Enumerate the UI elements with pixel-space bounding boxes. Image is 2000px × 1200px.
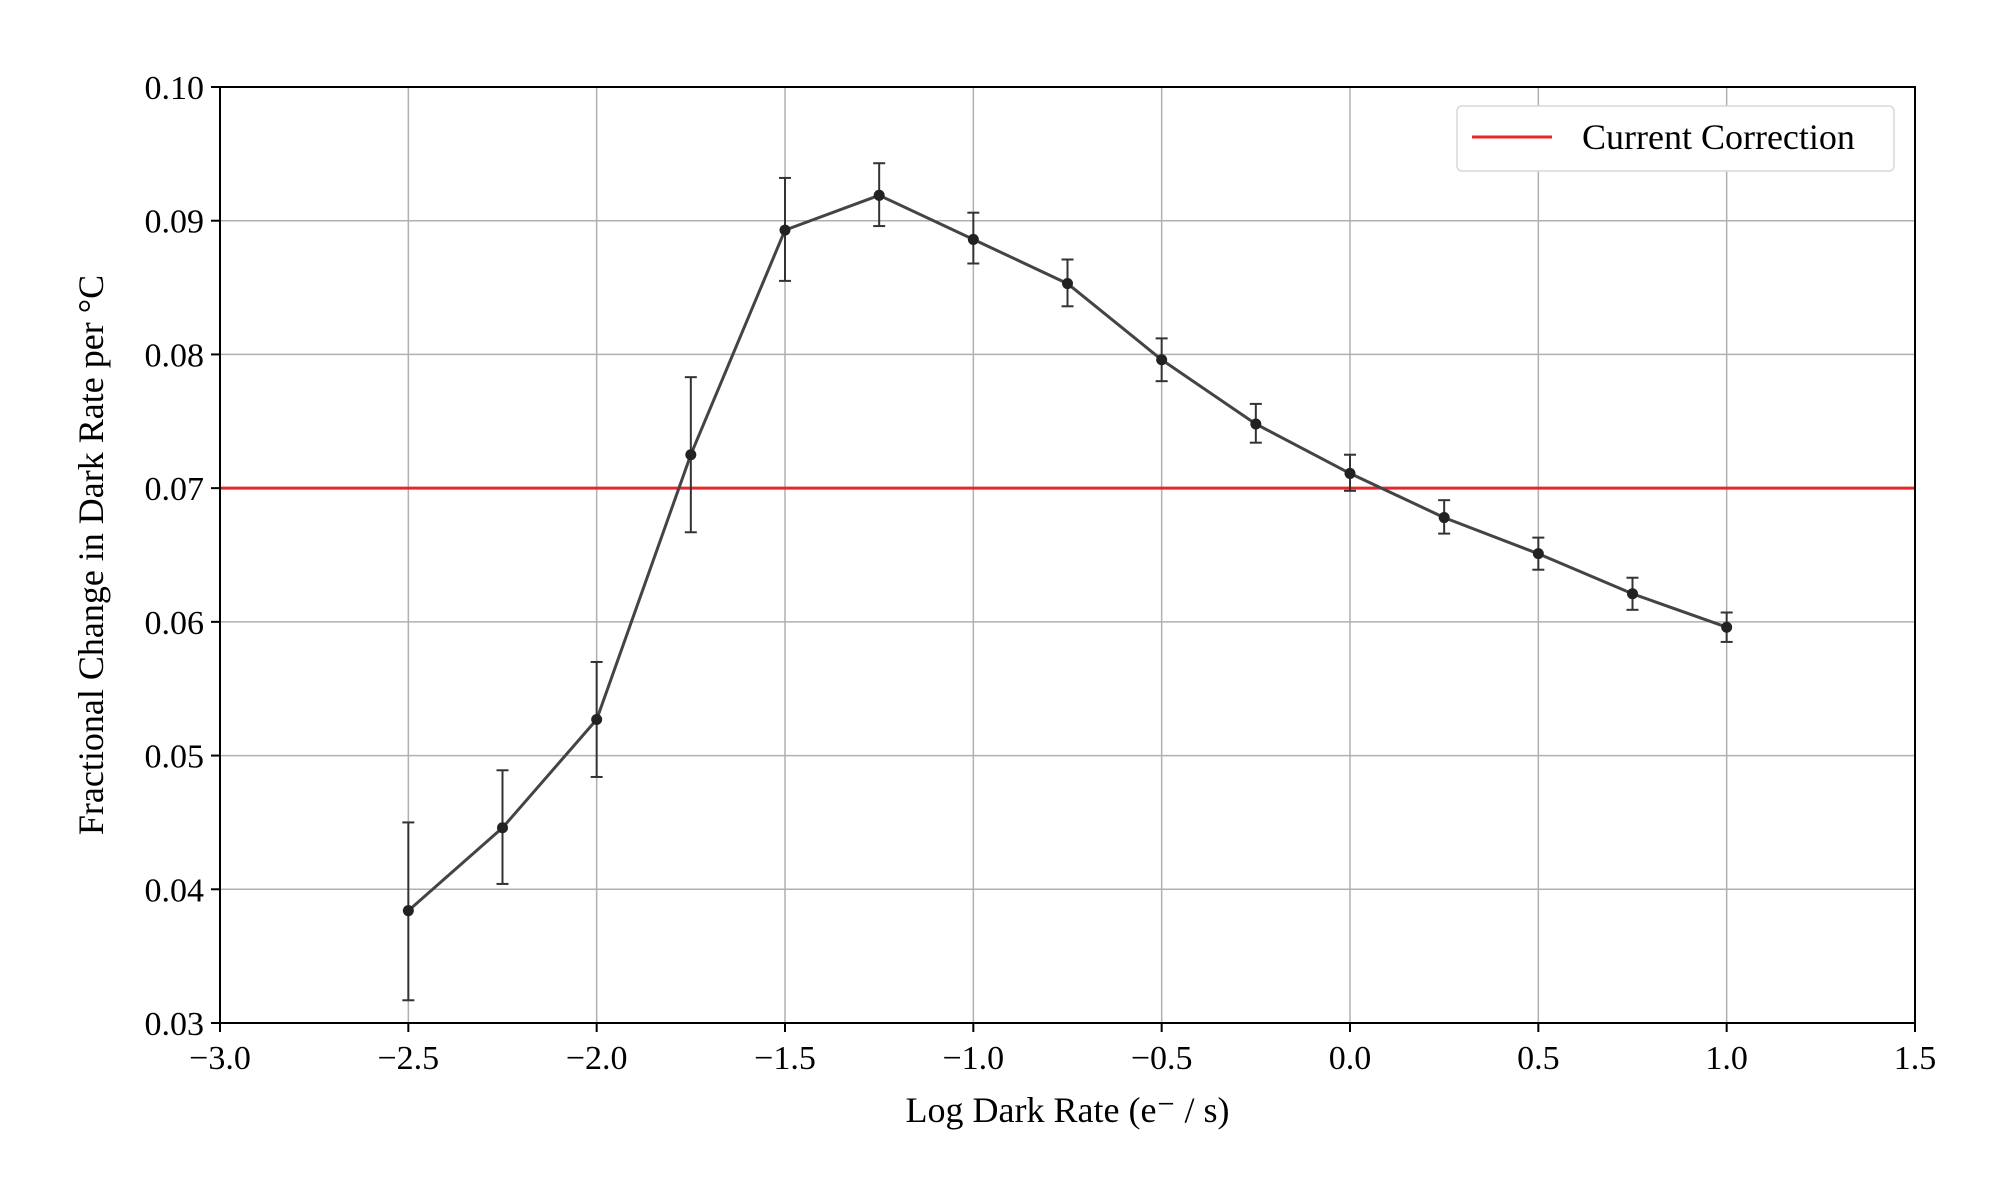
data-point xyxy=(1721,621,1733,633)
data-point xyxy=(1532,548,1544,560)
x-tick-label: −0.5 xyxy=(1131,1040,1193,1077)
x-tick-label: 1.0 xyxy=(1705,1040,1748,1077)
data-point xyxy=(1438,512,1450,524)
x-tick-label: −3.0 xyxy=(189,1040,251,1077)
data-point xyxy=(1250,418,1262,430)
data-point xyxy=(873,189,885,201)
data-point xyxy=(967,233,979,245)
y-tick-label: 0.05 xyxy=(145,739,205,776)
data-point xyxy=(497,822,508,834)
plot-frame xyxy=(219,86,1916,1024)
y-tick-label: 0.08 xyxy=(145,337,205,374)
x-ticks: −3.0 −2.5 −2.0 −1.5 −1.0 −0.5 0.0 0.5 1.0 1.5 xyxy=(189,1023,1936,1077)
data-point xyxy=(1627,588,1638,600)
y-tick-label: 0.06 xyxy=(145,605,205,642)
y-ticks: 0.03 0.04 0.05 0.06 0.07 0.08 0.09 0.10 xyxy=(145,70,220,1043)
y-tick-label: 0.09 xyxy=(145,204,205,241)
x-axis-label: Log Dark Rate (e⁻ / s) xyxy=(906,1090,1230,1130)
y-tick-label: 0.03 xyxy=(145,1006,205,1043)
data-point xyxy=(685,449,697,461)
y-tick-label: 0.04 xyxy=(145,872,205,909)
x-tick-label: −1.0 xyxy=(942,1040,1004,1077)
data-point xyxy=(1062,278,1073,290)
x-tick-label: −2.5 xyxy=(377,1040,439,1077)
y-axis-label: Fractional Change in Dark Rate per °C xyxy=(71,275,111,835)
x-tick-label: 1.5 xyxy=(1894,1040,1937,1077)
y-tick-label: 0.07 xyxy=(145,471,205,508)
x-tick-label: 0.5 xyxy=(1517,1040,1560,1077)
legend-label-current-correction: Current Correction xyxy=(1582,117,1855,157)
data-point xyxy=(591,713,603,725)
x-tick-label: 0.0 xyxy=(1329,1040,1372,1077)
data-point xyxy=(1156,354,1168,366)
error-bars xyxy=(402,162,1733,1002)
data-point xyxy=(779,224,791,236)
data-points xyxy=(402,189,1733,917)
legend-box xyxy=(1456,105,1895,172)
legend: Current Correction xyxy=(1456,105,1895,172)
x-tick-label: −2.0 xyxy=(566,1040,628,1077)
x-tick-label: −1.5 xyxy=(754,1040,816,1077)
data-point xyxy=(402,905,414,917)
data-point xyxy=(1344,467,1356,479)
y-tick-label: 0.10 xyxy=(145,70,205,107)
